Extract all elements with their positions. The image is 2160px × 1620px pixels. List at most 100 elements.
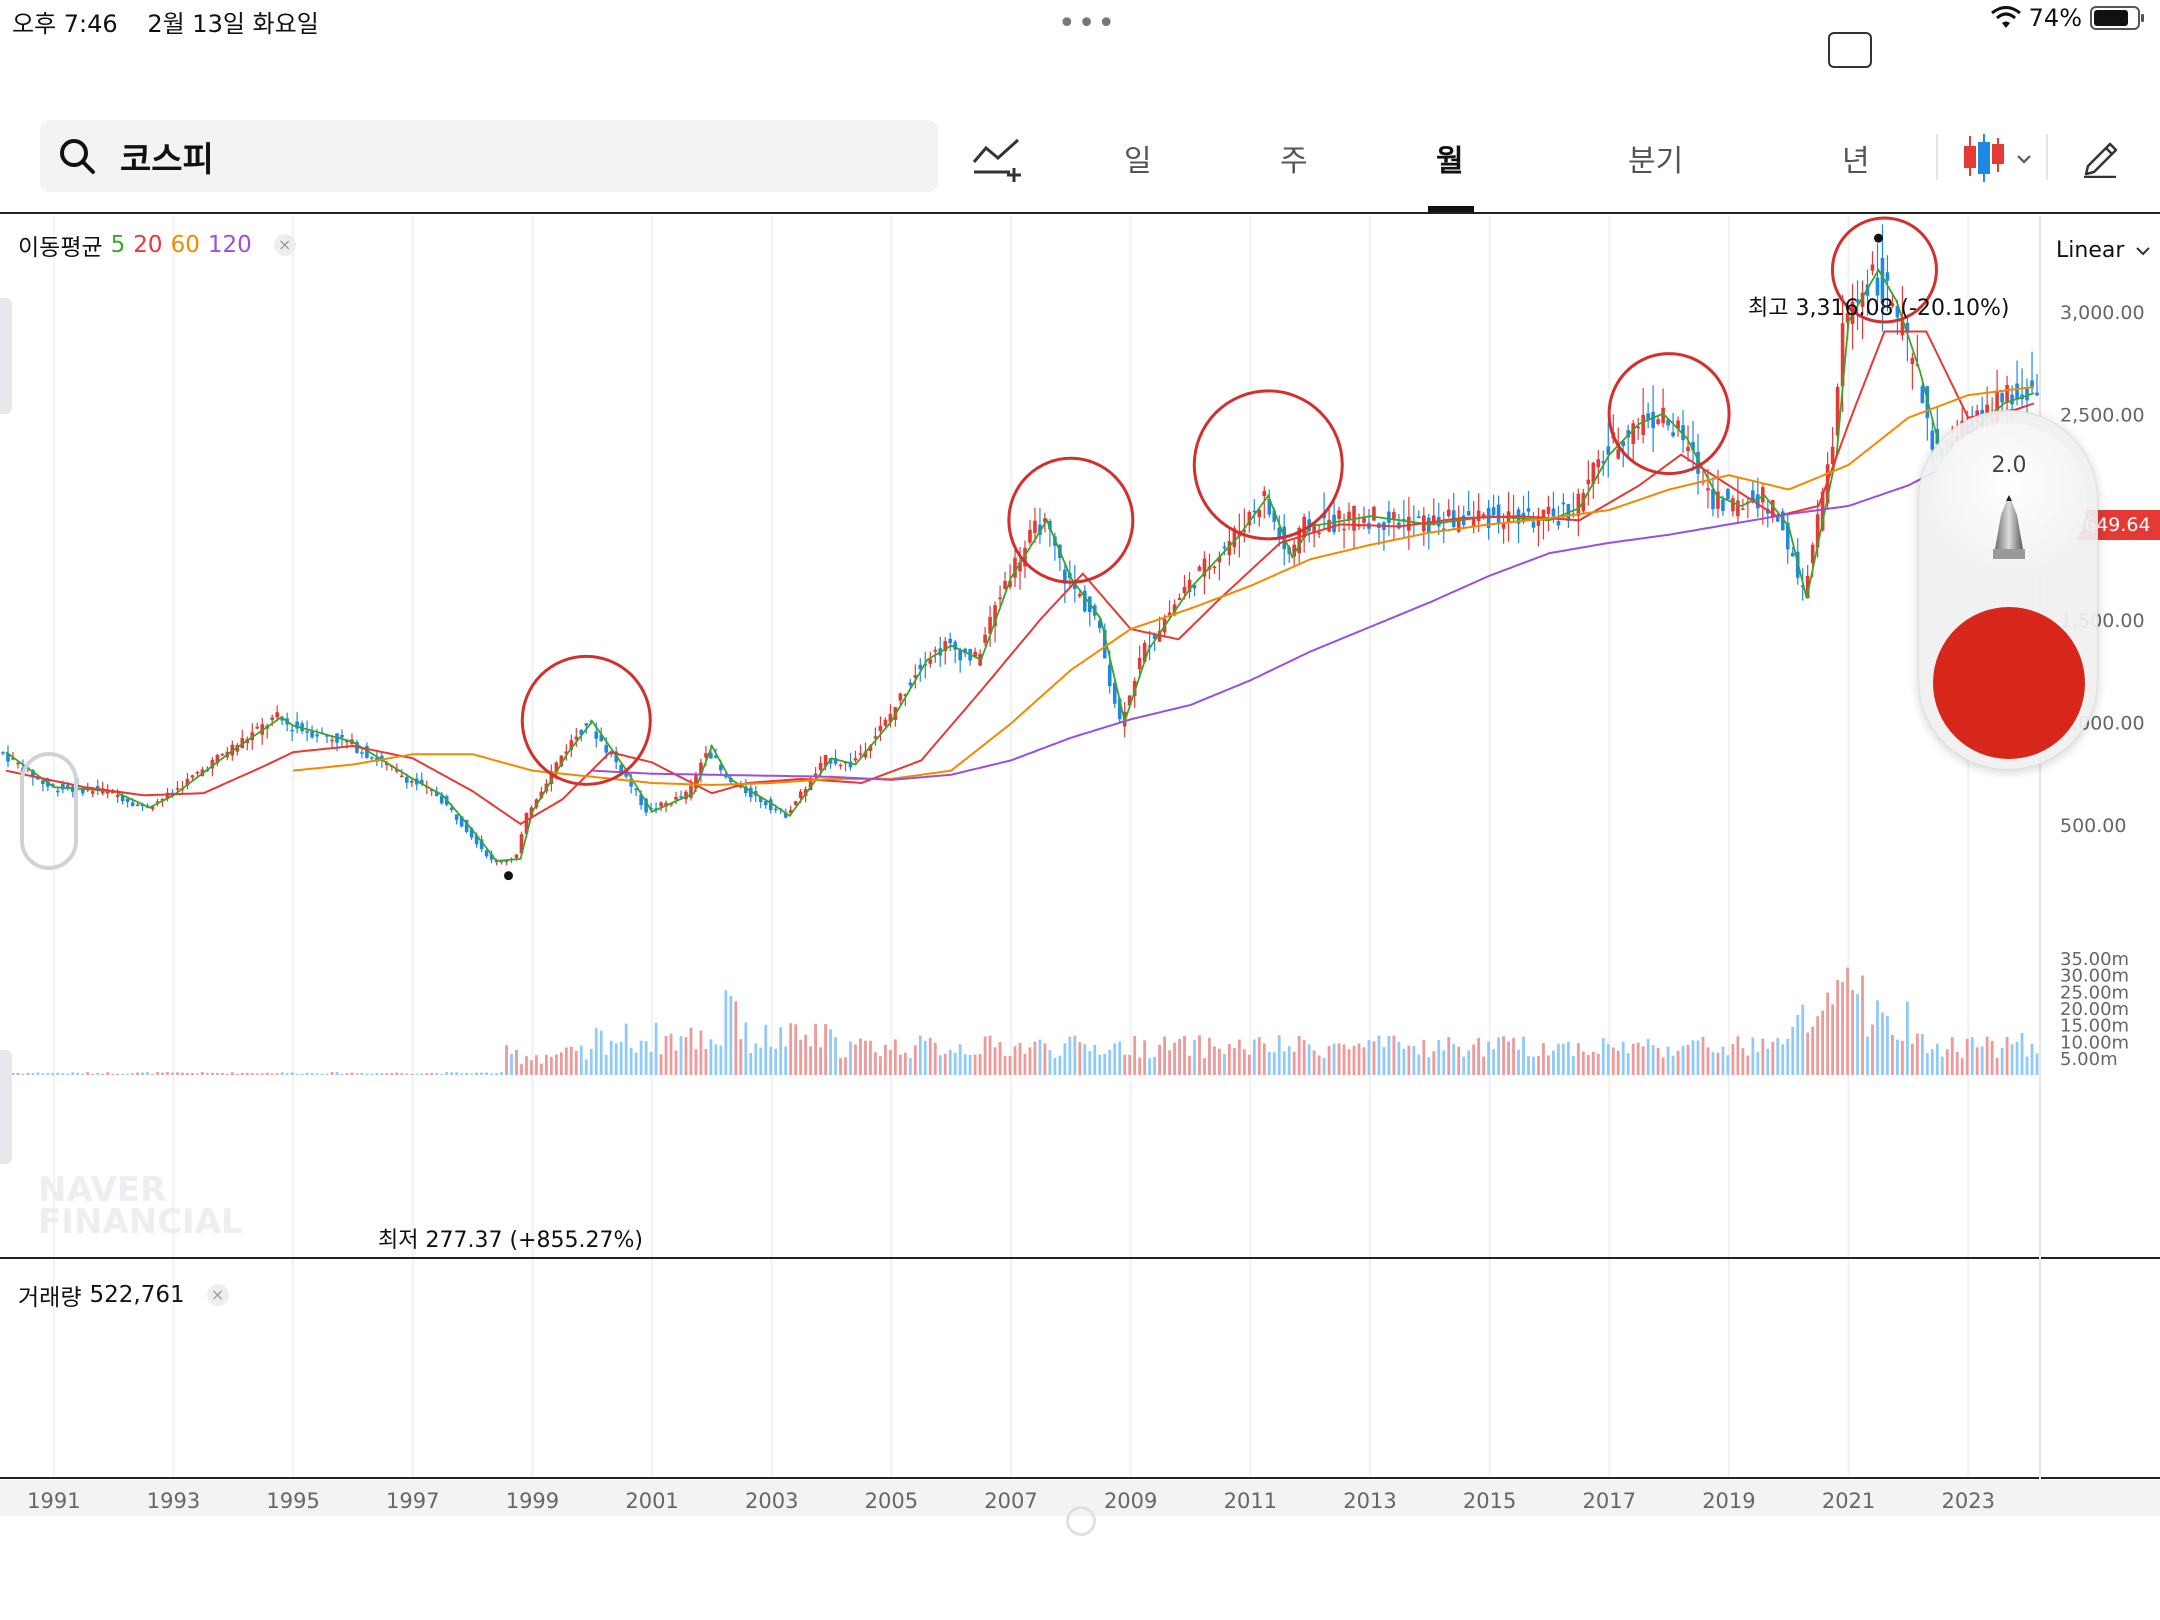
- candle-body: [1063, 569, 1067, 584]
- volume-bar: [81, 1073, 85, 1075]
- volume-bar: [1671, 1055, 1675, 1075]
- left-edge-handle[interactable]: [0, 298, 12, 414]
- moving-average-legend[interactable]: 이동평균 5 20 60 120 ×: [18, 228, 296, 262]
- pen-tool-widget[interactable]: 2.0: [1918, 410, 2098, 770]
- candle-body: [903, 694, 908, 697]
- volume-bar: [1626, 1053, 1630, 1075]
- candle-body: [1546, 506, 1551, 515]
- volume-bar: [1028, 1047, 1032, 1075]
- volume-bar: [106, 1072, 110, 1075]
- volume-bar: [1033, 1041, 1037, 1075]
- tab-quarter[interactable]: 분기: [1628, 144, 1684, 179]
- candle-body: [1656, 419, 1660, 424]
- volume-bar: [1472, 1044, 1476, 1075]
- candle-body: [1591, 462, 1596, 485]
- volume-bar: [1153, 1056, 1157, 1075]
- candle-body: [1601, 461, 1606, 464]
- volume-legend[interactable]: 거래량 522,761 ×: [18, 1278, 229, 1312]
- volume-bar: [1651, 1044, 1655, 1075]
- volume-bar: [126, 1073, 130, 1075]
- tab-day[interactable]: 일: [1124, 144, 1152, 179]
- candle-body: [1830, 446, 1835, 464]
- close-icon[interactable]: ×: [273, 234, 296, 256]
- candle-body: [1860, 292, 1865, 307]
- candle-body: [1028, 529, 1032, 543]
- candle-body: [569, 740, 574, 750]
- candle-body: [484, 850, 489, 857]
- volume-bar: [789, 1023, 793, 1075]
- volume-bar: [1806, 1032, 1810, 1075]
- volume-bar: [839, 1058, 842, 1075]
- volume-bar: [709, 1039, 713, 1075]
- candle-body: [1780, 511, 1785, 531]
- candle-body: [419, 779, 424, 784]
- ma-line-5: [5, 268, 2035, 862]
- kospi-monthly-chart[interactable]: 500.001,000.001,500.002,500.003,000.00 5…: [0, 216, 2160, 1516]
- volume-bar: [1357, 1043, 1361, 1075]
- candle-body: [120, 795, 125, 802]
- volume-bar: [1581, 1051, 1585, 1075]
- volume-bar: [460, 1073, 464, 1075]
- volume-bar: [978, 1053, 982, 1075]
- scale-label[interactable]: Linear: [2056, 238, 2125, 263]
- volume-bar: [1771, 1041, 1775, 1075]
- highlight-circles: [520, 216, 1938, 786]
- volume-bar: [993, 1047, 997, 1075]
- candle-body: [125, 798, 130, 802]
- price-tick-label: 500.00: [2060, 815, 2126, 837]
- pen-size-selector[interactable]: 2.0: [1931, 423, 2087, 579]
- drawer-handle-icon[interactable]: [20, 752, 78, 870]
- candle-body: [1292, 544, 1296, 557]
- volume-bar: [883, 1044, 887, 1075]
- volume-bar: [988, 1035, 992, 1075]
- candle-body: [1815, 514, 1820, 548]
- chevron-down-icon: [2136, 247, 2151, 256]
- search-query[interactable]: 코스피: [120, 139, 214, 180]
- volume-bar: [1397, 1042, 1401, 1075]
- volume-bar: [973, 1054, 977, 1075]
- volume-bar: [485, 1072, 488, 1075]
- add-indicator-icon[interactable]: [970, 132, 1026, 182]
- candle-body: [1835, 386, 1840, 436]
- tab-month[interactable]: 월: [1436, 144, 1464, 179]
- multitasking-dots-icon[interactable]: •••: [1058, 6, 1118, 41]
- volume-bar: [176, 1072, 179, 1075]
- candle-body: [1252, 510, 1257, 513]
- volume-bar: [1477, 1037, 1481, 1075]
- candle-body: [2005, 384, 2009, 403]
- volume-bar: [744, 1022, 748, 1075]
- volume-bar: [554, 1054, 558, 1075]
- volume-bar: [928, 1037, 932, 1075]
- volume-bar: [1786, 1038, 1790, 1075]
- candle-body: [1073, 582, 1077, 589]
- pencil-icon[interactable]: [2080, 134, 2120, 178]
- volume-bar: [589, 1049, 593, 1075]
- candle-body: [210, 759, 215, 769]
- scale-dropdown[interactable]: Linear: [2056, 238, 2151, 263]
- volume-bar: [310, 1073, 314, 1075]
- volume-bar: [1861, 975, 1864, 1075]
- pen-color-button[interactable]: [1933, 607, 2085, 759]
- left-edge-handle[interactable]: [0, 1050, 12, 1164]
- candle-body: [1731, 498, 1735, 512]
- candlestick-type-icon[interactable]: [1960, 132, 2036, 184]
- candle-body: [1775, 514, 1780, 522]
- volume-bar: [1731, 1044, 1735, 1075]
- candle-body: [1631, 423, 1635, 444]
- tab-year[interactable]: 년: [1842, 144, 1870, 179]
- volume-bar: [181, 1072, 184, 1075]
- close-icon[interactable]: ×: [206, 1284, 229, 1306]
- volume-bar: [859, 1038, 862, 1075]
- candle-body: [405, 777, 409, 783]
- fullscreen-icon[interactable]: [1828, 32, 1872, 68]
- candle-body: [66, 785, 70, 789]
- volume-bar: [1387, 1035, 1391, 1075]
- tab-week[interactable]: 주: [1280, 144, 1308, 179]
- candle-body: [1900, 318, 1905, 336]
- time-tick-label: 2007: [984, 1489, 1037, 1513]
- volume-bar: [1267, 1051, 1271, 1075]
- candle-body: [1147, 645, 1152, 648]
- volume-bar: [814, 1023, 818, 1075]
- search-bar[interactable]: 코스피: [40, 120, 938, 192]
- volume-bar: [1935, 1043, 1939, 1075]
